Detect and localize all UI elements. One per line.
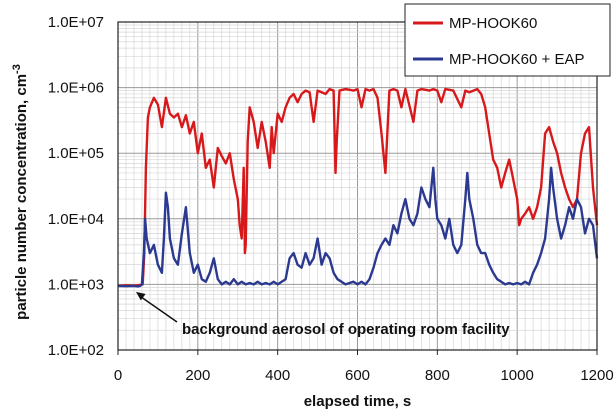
annotation: background aerosol of operating room fac… (135, 291, 510, 338)
legend-label-mp-hook60: MP-HOOK60 (449, 15, 537, 32)
y-tick-label: 1.0E+02 (48, 342, 104, 359)
series-layer (117, 87, 599, 288)
series-line-1 (117, 166, 599, 288)
y-axis-title-unit-exponent: -3 (11, 64, 23, 74)
annotation-arrow (140, 296, 178, 323)
x-tick-label: 0 (114, 367, 122, 384)
ticks: 0 200 400 600 800 1000 1200 1.0E+02 1.0E+03 1.0E+… (48, 14, 614, 384)
y-axis-title-text: particle number concentration, cm (13, 74, 30, 320)
x-axis-title: elapsed time, s (304, 393, 412, 410)
y-tick-label: 1.0E+06 (48, 80, 104, 97)
x-tick-label: 600 (345, 367, 370, 384)
y-axis-title: particle number concentration, cm-3 (11, 64, 30, 320)
x-tick-label: 200 (185, 367, 210, 384)
legend-box (404, 3, 611, 77)
y-tick-label: 1.0E+04 (48, 211, 104, 228)
y-tick-label: 1.0E+05 (48, 145, 104, 162)
y-tick-label: 1.0E+03 (48, 276, 104, 293)
x-tick-label: 1200 (580, 367, 613, 384)
legend-label-mp-hook60-eap: MP-HOOK60 + EAP (449, 51, 584, 68)
series-line-0 (117, 87, 599, 288)
x-tick-label: 800 (425, 367, 450, 384)
plot-area (117, 21, 598, 351)
x-tick-label: 400 (265, 367, 290, 384)
legend: MP-HOOK60 MP-HOOK60 + EAP (404, 3, 611, 77)
y-tick-label: 1.0E+07 (48, 14, 104, 31)
x-tick-label: 1000 (500, 367, 533, 384)
annotation-label: background aerosol of operating room fac… (182, 321, 510, 338)
annotation-arrowhead (135, 291, 146, 301)
